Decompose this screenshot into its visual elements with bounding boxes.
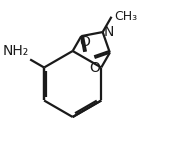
Text: N: N [104,25,114,39]
Text: CH₃: CH₃ [114,10,137,23]
Text: O: O [89,61,100,75]
Text: NH₂: NH₂ [2,44,28,58]
Text: O: O [79,35,90,49]
